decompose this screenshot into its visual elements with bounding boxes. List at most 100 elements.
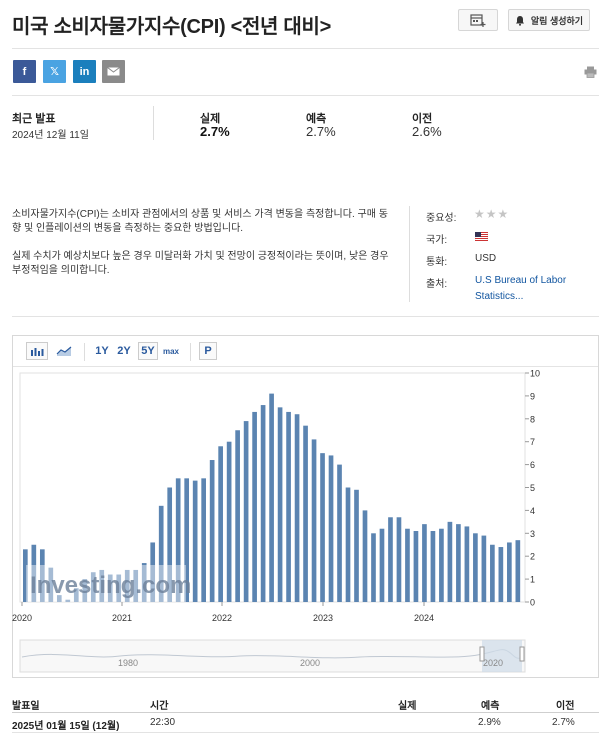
- line-chart-button[interactable]: [53, 342, 75, 360]
- data-bar: [226, 441, 232, 602]
- email-share-button[interactable]: [102, 60, 125, 83]
- row-time: 22:30: [150, 717, 176, 728]
- header-divider: [12, 48, 599, 49]
- y-tick-label: 7: [530, 437, 535, 447]
- meta-bottom-divider: [12, 316, 599, 317]
- data-bar: [430, 531, 436, 602]
- data-bar: [48, 567, 54, 602]
- data-bar: [99, 569, 105, 602]
- x-tick-label: 2022: [212, 613, 232, 623]
- data-bar: [371, 533, 376, 602]
- data-bar: [498, 547, 504, 602]
- data-bar: [39, 549, 45, 602]
- actual-label: 실제: [200, 113, 221, 125]
- y-tick-label: 9: [530, 391, 535, 401]
- data-bar: [328, 455, 334, 602]
- data-bar: [150, 542, 156, 602]
- source-link-line2[interactable]: Statistics...: [475, 291, 524, 302]
- previous-label: 이전: [412, 113, 433, 125]
- twitter-icon: 𝕏: [50, 66, 59, 78]
- linkedin-icon: in: [79, 65, 90, 78]
- th-forecast: 예측: [481, 701, 500, 712]
- data-bar: [243, 421, 249, 602]
- print-icon[interactable]: [584, 66, 597, 78]
- range-5y-button[interactable]: 5Y: [138, 342, 158, 360]
- data-bar: [456, 524, 461, 602]
- data-bar: [277, 407, 283, 602]
- data-bar: [124, 569, 130, 602]
- create-alert-button[interactable]: 알림 생성하기: [508, 9, 590, 31]
- navigator-label: 1980: [118, 658, 138, 668]
- source-link-line1[interactable]: U.S Bureau of Labor: [475, 275, 567, 286]
- description-paragraph-2: 실제 수치가 예상치보다 높은 경우 미달러화 가치 및 전망이 긍정적이라는 …: [12, 251, 389, 276]
- latest-release-label: 최근 발표: [12, 113, 56, 125]
- p-button[interactable]: P: [199, 342, 217, 360]
- bar-chart-button[interactable]: [26, 342, 48, 360]
- data-bar: [294, 414, 300, 602]
- data-bar: [65, 599, 71, 602]
- add-to-calendar-button[interactable]: [458, 9, 498, 31]
- calendar-add-icon: [470, 14, 486, 27]
- data-bar: [473, 533, 478, 602]
- star-icon: ★: [474, 207, 486, 221]
- previous-value: 2.6%: [412, 124, 442, 139]
- facebook-share-button[interactable]: f: [13, 60, 36, 83]
- data-bar: [90, 572, 96, 602]
- x-tick-label: 2023: [313, 613, 333, 623]
- x-tick-label: 2024: [414, 613, 434, 623]
- data-bar: [515, 540, 521, 602]
- navigator-handle-right: [519, 646, 525, 662]
- country-label: 국가:: [426, 235, 448, 246]
- data-bar: [439, 528, 444, 602]
- twitter-share-button[interactable]: 𝕏: [43, 60, 66, 83]
- star-icon: ★: [497, 207, 510, 221]
- data-bar: [218, 446, 223, 602]
- row-previous: 2.7%: [552, 717, 575, 728]
- data-bar: [447, 521, 453, 602]
- range-1y-button[interactable]: 1Y: [95, 345, 109, 357]
- data-bar: [464, 526, 470, 602]
- y-tick-label: 5: [530, 483, 535, 493]
- range-max-button[interactable]: max: [162, 346, 179, 356]
- y-tick-label: 3: [530, 529, 535, 539]
- data-bar: [201, 478, 206, 602]
- data-bar: [252, 411, 257, 602]
- navigator-selection: [482, 640, 522, 672]
- data-bar: [141, 563, 147, 602]
- data-bar: [31, 544, 37, 602]
- data-bar: [133, 569, 139, 602]
- data-bar: [175, 478, 181, 602]
- data-bar: [260, 405, 266, 602]
- data-bar: [490, 544, 495, 602]
- data-bar: [320, 453, 325, 602]
- data-bar: [481, 535, 487, 602]
- data-bar: [269, 393, 274, 602]
- x-tick-label: 2020: [12, 613, 32, 623]
- data-bar: [388, 517, 393, 602]
- data-bar: [116, 574, 122, 602]
- data-bar: [379, 528, 385, 602]
- y-tick-label: 0: [530, 598, 535, 608]
- bell-icon: [515, 15, 524, 26]
- bar-chart-icon: [31, 348, 44, 356]
- create-alert-label: 알림 생성하기: [530, 15, 584, 26]
- star-icon: ★: [485, 207, 498, 221]
- share-divider: [12, 95, 599, 96]
- data-bar: [337, 464, 342, 602]
- data-bar: [23, 549, 28, 602]
- watermark-backdrop: [26, 565, 186, 602]
- x-tick-label: 2021: [112, 613, 132, 623]
- row-date: 2025년 01월 15일 (12월): [12, 721, 120, 732]
- data-bar: [235, 430, 240, 602]
- toolbar-separator: [190, 343, 191, 361]
- data-bar: [362, 510, 368, 602]
- actual-value: 2.7%: [200, 124, 230, 139]
- th-previous: 이전: [556, 701, 575, 712]
- area-chart-icon: [56, 346, 72, 356]
- y-tick-label: 2: [530, 552, 535, 562]
- page-title: 미국 소비자물가지수(CPI) <전년 대비>: [12, 16, 331, 38]
- data-bar: [209, 460, 215, 602]
- range-2y-button[interactable]: 2Y: [117, 345, 131, 357]
- source-label: 출처:: [426, 279, 448, 290]
- linkedin-share-button[interactable]: in: [73, 60, 96, 83]
